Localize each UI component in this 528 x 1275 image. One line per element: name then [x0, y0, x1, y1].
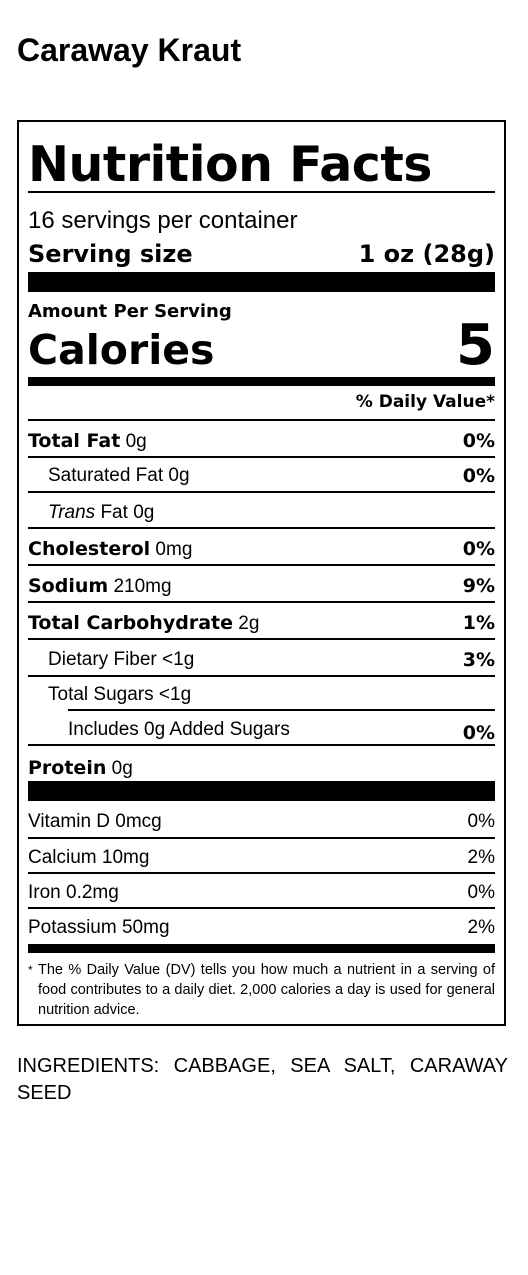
- divider: [28, 837, 495, 839]
- nutrient-name: Total Sugars: [48, 684, 154, 705]
- divider: [28, 456, 495, 458]
- vitamin-text: Iron 0.2mg: [28, 882, 119, 903]
- divider: [28, 744, 495, 746]
- nutrient-dv: 0%: [462, 722, 495, 744]
- nutrient-amount: 0g: [125, 431, 147, 452]
- calories-label: Calories: [28, 326, 215, 374]
- vitamin-text: Vitamin D 0mcg: [28, 811, 162, 832]
- nutrient-amount: 0g: [168, 465, 190, 486]
- nutrient-dv: 0%: [462, 465, 495, 487]
- divider: [28, 638, 495, 640]
- nutrient-name: Saturated Fat: [48, 465, 164, 486]
- daily-value-header: % Daily Value*: [355, 392, 495, 412]
- divider: [28, 491, 495, 493]
- nutrient-amount: 0mg: [155, 539, 193, 560]
- vitamin-dv: 2%: [467, 917, 495, 938]
- nutrient-row-dietary-fiber: Dietary Fiber <1g 3%: [28, 649, 495, 671]
- divider: [28, 675, 495, 677]
- nutrient-name: Sodium: [28, 575, 109, 597]
- servings-per-container: 16 servings per container: [28, 207, 298, 234]
- divider: [28, 601, 495, 603]
- nutrient-name: Fat: [100, 502, 128, 523]
- vitamin-row: Potassium 50mg 2%: [28, 917, 495, 938]
- calories-value: 5: [456, 313, 495, 378]
- divider: [28, 907, 495, 909]
- thick-divider: [28, 272, 495, 292]
- nutrient-row-total-fat: Total Fat 0g 0%: [28, 430, 495, 452]
- nutrient-dv: 3%: [462, 649, 495, 671]
- divider: [68, 709, 495, 711]
- serving-size-value: 1 oz (28g): [358, 240, 495, 268]
- nutrient-amount: <1g: [162, 649, 195, 670]
- vitamin-row: Vitamin D 0mcg 0%: [28, 811, 495, 832]
- nutrient-row-total-carbohydrate: Total Carbohydrate 2g 1%: [28, 612, 495, 634]
- nutrient-name: Includes 0g Added Sugars: [68, 719, 290, 740]
- vitamin-dv: 0%: [467, 811, 495, 832]
- thick-divider: [28, 377, 495, 386]
- nutrient-name: Dietary Fiber: [48, 649, 157, 670]
- nutrient-amount: 2g: [238, 613, 260, 634]
- nutrient-amount: <1g: [158, 684, 192, 705]
- divider: [28, 419, 495, 421]
- nutrient-row-cholesterol: Cholesterol 0mg 0%: [28, 538, 495, 560]
- nutrient-row-total-sugars: Total Sugars <1g: [28, 684, 495, 705]
- nutrient-dv: 0%: [462, 430, 495, 452]
- nutrition-facts-heading: Nutrition Facts: [28, 136, 432, 193]
- nutrient-dv: 9%: [462, 575, 495, 597]
- vitamin-text: Calcium 10mg: [28, 847, 150, 868]
- divider: [28, 872, 495, 874]
- vitamin-dv: 2%: [467, 847, 495, 868]
- vitamin-row: Calcium 10mg 2%: [28, 847, 495, 868]
- nutrient-dv: 1%: [462, 612, 495, 634]
- nutrient-name: Total Carbohydrate: [28, 612, 233, 634]
- divider: [28, 564, 495, 566]
- nutrient-amount: 0g: [133, 502, 155, 523]
- nutrient-row-added-sugars: Includes 0g Added Sugars 0%: [28, 719, 495, 744]
- amount-per-serving: Amount Per Serving: [28, 301, 232, 322]
- footnote-text: The % Daily Value (DV) tells you how muc…: [38, 962, 495, 1018]
- nutrient-row-protein: Protein 0g: [28, 757, 495, 779]
- nutrient-row-sodium: Sodium 210mg 9%: [28, 575, 495, 597]
- nutrient-amount: 0g: [111, 758, 133, 779]
- product-title: Caraway Kraut: [17, 32, 242, 68]
- nutrient-row-trans-fat: Trans Fat 0g: [28, 502, 495, 523]
- ingredients: INGREDIENTS: CABBAGE, SEA SALT, CARAWAY …: [17, 1055, 508, 1104]
- vitamin-text: Potassium 50mg: [28, 917, 170, 938]
- nutrition-facts-label: Nutrition Facts 16 servings per containe…: [17, 120, 506, 1026]
- vitamin-dv: 0%: [467, 882, 495, 903]
- vitamin-row: Iron 0.2mg 0%: [28, 882, 495, 903]
- divider: [28, 191, 495, 193]
- footnote: * The % Daily Value (DV) tells you how m…: [28, 960, 495, 1020]
- serving-size-label: Serving size: [28, 240, 193, 268]
- thick-divider: [28, 781, 495, 801]
- nutrient-name: Protein: [28, 757, 107, 779]
- thick-divider: [28, 944, 495, 953]
- nutrient-dv: 0%: [462, 538, 495, 560]
- footnote-star: *: [28, 963, 33, 977]
- nutrient-row-saturated-fat: Saturated Fat 0g 0%: [28, 465, 495, 487]
- divider: [28, 527, 495, 529]
- nutrient-amount: 210mg: [113, 576, 172, 597]
- nutrient-name-italic: Trans: [48, 502, 96, 523]
- nutrient-name: Cholesterol: [28, 538, 151, 560]
- nutrient-name: Total Fat: [28, 430, 121, 452]
